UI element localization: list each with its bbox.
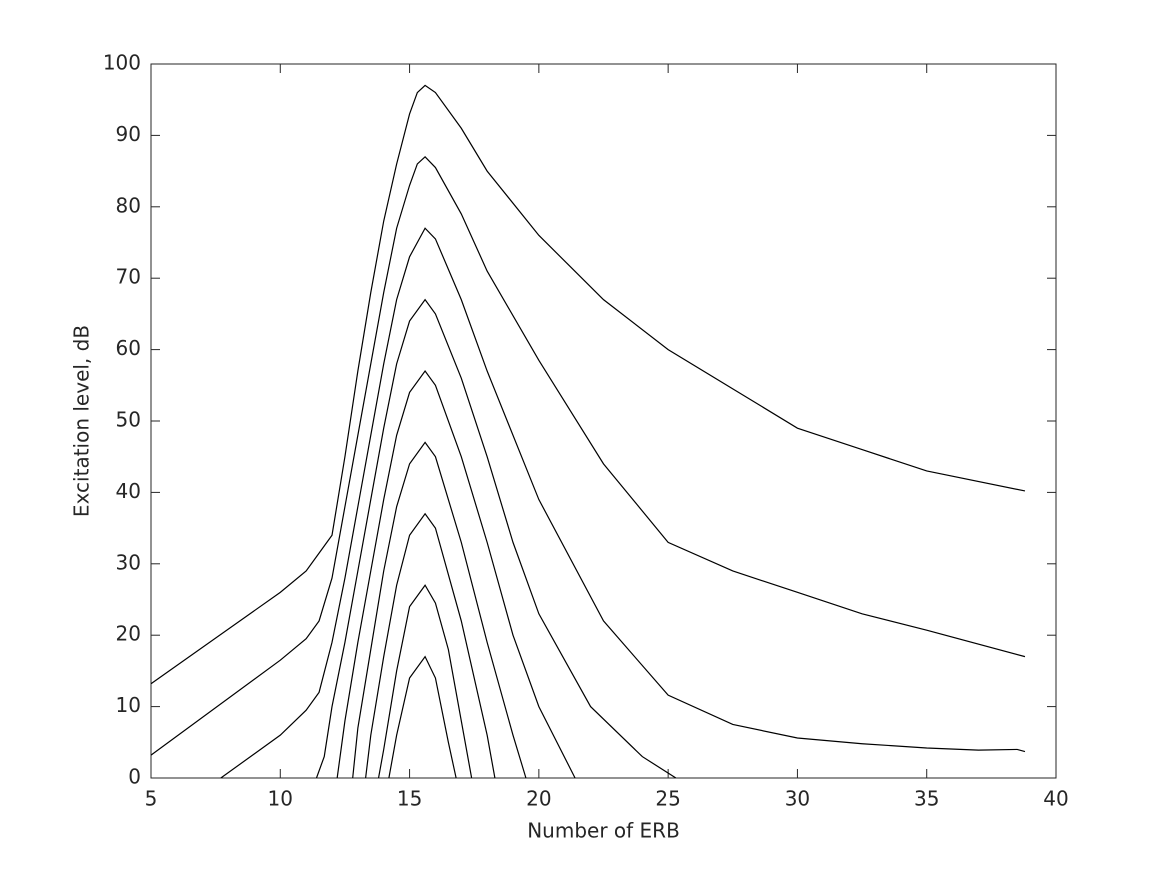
x-tick-label: 40 [1043, 787, 1068, 811]
curve [336, 369, 576, 778]
y-tick-label: 80 [116, 193, 141, 217]
curve [151, 155, 1026, 756]
x-tick-label: 20 [526, 787, 551, 811]
y-tick-label: 30 [116, 550, 141, 574]
axes-box [150, 63, 1057, 779]
x-axis-label: Number of ERB [527, 819, 680, 843]
y-tick-label: 10 [116, 693, 141, 717]
curve [388, 655, 457, 778]
y-tick-label: 90 [116, 122, 141, 146]
y-tick-label: 100 [103, 51, 141, 75]
curve [377, 584, 473, 778]
x-tick-label: 25 [655, 787, 680, 811]
y-tick-label: 20 [116, 622, 141, 646]
x-tick-label: 5 [145, 787, 158, 811]
y-tick-label: 70 [116, 265, 141, 289]
y-tick-label: 60 [116, 336, 141, 360]
x-tick-label: 15 [397, 787, 422, 811]
y-tick-label: 0 [128, 765, 141, 789]
curve [151, 84, 1026, 685]
curve [352, 441, 527, 778]
y-tick-label: 50 [116, 408, 141, 432]
x-tick-label: 35 [914, 787, 939, 811]
x-tick-label: 30 [785, 787, 810, 811]
y-axis-label: Excitation level, dB [70, 325, 94, 517]
curve [315, 298, 677, 778]
curve [220, 227, 1026, 778]
x-tick-label: 10 [268, 787, 293, 811]
y-tick-label: 40 [116, 479, 141, 503]
curve [365, 512, 496, 778]
